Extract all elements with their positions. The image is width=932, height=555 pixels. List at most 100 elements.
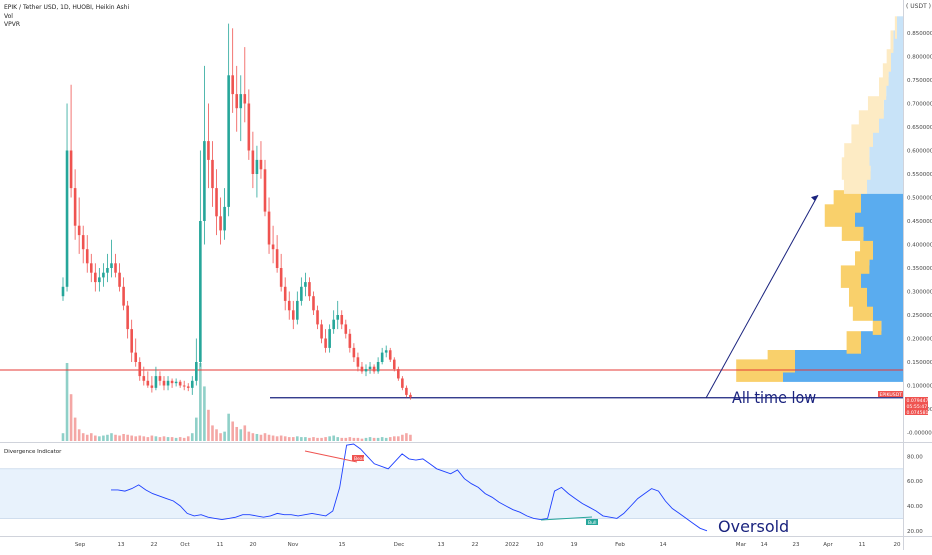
candle-body <box>283 286 287 301</box>
time-tick-label: Sep <box>75 542 86 548</box>
volume-bar <box>154 436 158 441</box>
candle-body <box>287 300 291 311</box>
candle-body <box>65 150 69 287</box>
candle-body <box>207 141 210 160</box>
volume-profile-up-bar <box>795 350 903 373</box>
volume-bar <box>320 437 323 441</box>
candle-body <box>89 263 93 273</box>
volume-bar <box>388 437 392 441</box>
volume-profile-up-bar <box>873 237 903 260</box>
candle-body <box>130 329 133 353</box>
candle-body <box>227 75 230 207</box>
candle-body <box>239 94 243 109</box>
volume-bar <box>138 435 142 441</box>
volume-bar <box>207 409 210 441</box>
volume-bar <box>263 433 267 441</box>
volume-bar <box>77 429 81 441</box>
volume-bar <box>61 433 65 441</box>
volume-bar <box>267 434 271 441</box>
candle-body <box>178 381 182 386</box>
candle-body <box>211 159 214 189</box>
price-tag-label: 0.079447 <box>907 398 929 404</box>
candle-body <box>308 282 311 297</box>
time-tick-label: 2022 <box>505 542 519 548</box>
candle-body <box>134 352 138 362</box>
volume-profile-down-bar <box>890 30 894 53</box>
candle-body <box>271 244 275 250</box>
candle-body <box>384 350 388 353</box>
candle-body <box>98 277 101 283</box>
volume-bar <box>300 437 303 441</box>
volume-profile-down-bar <box>879 77 887 100</box>
price-tag-bg <box>905 397 928 403</box>
volume-bar <box>235 426 239 441</box>
bear-tag-bg <box>352 455 364 461</box>
volume-bar <box>251 433 255 441</box>
oscillator-band <box>0 468 903 519</box>
symbol-legend[interactable]: EPIK / Tether USD, 1D, HUOBI, Heikin Ash… <box>4 4 130 11</box>
candle-body <box>243 94 247 104</box>
price-tick-label: 0.250000 <box>907 313 932 319</box>
all-time-low-note: All time low <box>732 388 816 407</box>
volume-bar <box>376 437 380 441</box>
candle-body <box>162 380 166 386</box>
indicator-tick-label: 80.00 <box>907 454 923 460</box>
volume-profile-down-bar <box>867 96 884 119</box>
time-tick-label: 14 <box>761 542 768 548</box>
volume-bar <box>89 433 93 441</box>
volume-bar <box>227 413 230 441</box>
price-tick-label: 0.350000 <box>907 266 932 272</box>
volume-bar <box>134 436 138 441</box>
price-tag-label: 0.074581 <box>907 410 929 416</box>
volume-bar <box>219 433 222 441</box>
volume-bar <box>81 433 85 441</box>
projection-arrow <box>705 194 819 399</box>
volume-legend[interactable]: Vol <box>4 13 13 20</box>
candle-body <box>219 216 222 231</box>
volume-bar <box>328 436 331 441</box>
candle-body <box>259 159 263 170</box>
time-tick-label: 13 <box>118 542 125 548</box>
candle-body <box>368 366 372 370</box>
candle-body <box>344 324 348 334</box>
volume-profile-up-bar <box>893 30 903 53</box>
time-tick-label: 15 <box>339 542 346 548</box>
price-tick-label: 0.650000 <box>907 125 932 131</box>
candle-body <box>364 369 368 372</box>
volume-bar <box>126 434 129 441</box>
bull-divergence-line <box>540 516 593 521</box>
volume-bar <box>283 436 287 441</box>
time-tick-label: 22 <box>472 542 479 548</box>
volume-bar <box>166 437 170 441</box>
volume-profile-down-bar <box>860 237 873 260</box>
price-tick-label: 0.150000 <box>907 360 932 366</box>
bull-tag-label: Bull <box>588 520 596 526</box>
indicator-tick-label: 40.00 <box>907 504 923 510</box>
vpvr-legend[interactable]: VPVR <box>4 21 20 28</box>
candle-body <box>267 211 271 245</box>
volume-bar <box>364 437 368 441</box>
candle-body <box>401 378 404 388</box>
time-tick-label: Mar <box>736 542 747 548</box>
volume-bar <box>336 437 340 441</box>
volume-bar <box>190 433 194 441</box>
volume-bar <box>344 437 348 441</box>
candle-body <box>69 150 73 189</box>
candle-body <box>340 315 344 325</box>
candle-body <box>380 352 384 362</box>
volume-profile-down-bar <box>894 16 897 39</box>
price-tick-label: 0.600000 <box>907 149 932 155</box>
price-tick-label: 0.850000 <box>907 31 932 37</box>
candle-body <box>251 150 255 174</box>
candle-body <box>263 169 267 212</box>
price-tag-bg <box>905 409 928 415</box>
price-tag-label: EPIKUSDT <box>880 392 903 398</box>
currency-label: ( USDT ) <box>906 3 931 10</box>
candle-body <box>182 385 186 387</box>
volume-bar <box>170 437 174 441</box>
time-tick-label: 23 <box>793 542 800 548</box>
volume-bar <box>304 437 307 441</box>
candle-body <box>360 366 364 372</box>
